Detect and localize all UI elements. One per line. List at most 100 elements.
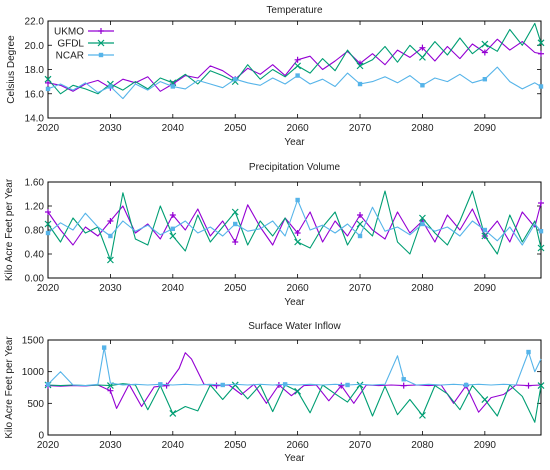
series-gfdl — [44, 22, 545, 95]
x-tick-label: 2090 — [474, 440, 497, 451]
data-point-ncar — [101, 345, 107, 350]
legend-marker — [98, 28, 104, 34]
x-tick-label: 2030 — [99, 123, 122, 134]
chart-title: Temperature — [266, 5, 323, 16]
data-point-ncar — [220, 382, 225, 388]
chart-panel-1: Temperature 14.0 16.0 18.0 20.0 22.0 2020 2030 2… — [6, 5, 545, 148]
chart-panel-2: Precipitation Volume 0.00 0.40 0.80 1.20 1.60… — [4, 162, 545, 308]
data-point-ncar — [538, 229, 544, 234]
x-tick-label: 2070 — [349, 123, 372, 134]
data-point-ncar — [345, 382, 350, 388]
data-point-ukmo — [294, 56, 301, 63]
x-tick-label: 2050 — [224, 440, 247, 451]
data-point-ukmo — [419, 44, 426, 51]
y-tick-label: 0.80 — [25, 226, 45, 237]
series-line-ncar — [47, 347, 542, 387]
data-point-ncar — [420, 83, 425, 88]
data-point-ukmo — [45, 79, 51, 86]
data-point-ncar — [463, 382, 469, 388]
data-point-gfdl — [231, 208, 239, 216]
data-point-gfdl — [106, 256, 114, 264]
y-tick-label: 18.0 — [25, 65, 45, 76]
data-point-gfdl — [231, 381, 239, 389]
series-ncar — [45, 197, 544, 246]
data-point-ncar — [420, 221, 425, 227]
data-point-gfdl — [419, 53, 426, 61]
x-tick-label: 2090 — [474, 123, 497, 134]
x-tick-label: 2040 — [162, 283, 185, 294]
data-point-gfdl — [169, 232, 177, 240]
x-tick-label: 2080 — [411, 283, 434, 294]
x-tick-label: 2050 — [224, 283, 247, 294]
data-point-ncar — [526, 349, 531, 355]
x-tick-label: 2090 — [474, 283, 497, 294]
y-axis-label: Kilo Acre Feet per Year — [4, 178, 15, 281]
data-point-ukmo — [357, 212, 364, 218]
data-point-gfdl — [44, 220, 52, 228]
data-point-ncar — [282, 382, 288, 387]
data-point-gfdl — [294, 238, 302, 246]
legend-label: NCAR — [56, 51, 84, 62]
x-tick-label: 2080 — [411, 123, 434, 134]
series-line-gfdl — [47, 190, 542, 261]
data-point-gfdl — [419, 214, 426, 222]
data-point-ukmo — [213, 382, 220, 389]
data-point-gfdl — [481, 40, 489, 48]
data-point-ncar — [158, 382, 163, 387]
y-tick-label: 0 — [38, 431, 44, 442]
x-tick-label: 2020 — [37, 440, 60, 451]
y-tick-label: 1000 — [22, 367, 45, 378]
series-ncar — [45, 345, 542, 388]
data-point-ncar — [357, 233, 363, 239]
x-tick-label: 2050 — [224, 123, 247, 134]
data-point-ncar — [482, 77, 488, 82]
data-point-ncar — [233, 221, 238, 227]
data-point-ncar — [295, 197, 300, 203]
y-axis-label: Celsius Degree — [6, 35, 17, 104]
data-point-ncar — [295, 73, 300, 78]
data-point-ukmo — [338, 382, 345, 389]
data-point-ukmo — [525, 382, 532, 389]
y-tick-label: 14.0 — [25, 114, 45, 125]
series-gfdl — [44, 190, 545, 264]
data-point-ncar — [482, 227, 488, 233]
x-axis-label: Year — [284, 297, 305, 308]
data-point-ncar — [401, 377, 406, 382]
chart-title: Surface Water Inflow — [248, 321, 341, 332]
x-tick-label: 2020 — [37, 123, 60, 134]
data-point-gfdl — [537, 382, 545, 390]
data-point-ukmo — [538, 50, 544, 57]
legend-marker — [98, 52, 104, 58]
data-point-gfdl — [356, 62, 364, 70]
series-line-ukmo — [47, 352, 542, 413]
data-point-gfdl — [294, 387, 302, 395]
data-point-gfdl — [481, 232, 489, 240]
data-point-ncar — [538, 84, 544, 89]
data-point-ncar — [357, 81, 363, 87]
data-point-ncar — [108, 233, 113, 239]
y-tick-label: 16.0 — [25, 89, 45, 100]
data-point-gfdl — [537, 244, 545, 252]
data-point-ncar — [45, 230, 51, 236]
x-tick-label: 2030 — [99, 283, 122, 294]
x-tick-label: 2070 — [349, 283, 372, 294]
y-tick-label: 1500 — [22, 336, 45, 347]
data-point-ncar — [170, 226, 176, 231]
series-line-ncar — [47, 66, 542, 100]
x-tick-label: 2070 — [349, 440, 372, 451]
data-point-gfdl — [44, 75, 52, 83]
data-point-ukmo — [107, 218, 114, 224]
series-ukmo — [45, 352, 542, 413]
data-point-ukmo — [232, 239, 239, 245]
x-tick-label: 2060 — [286, 440, 309, 451]
data-point-ukmo — [169, 212, 176, 218]
data-point-ukmo — [45, 209, 51, 215]
series-ukmo — [45, 38, 544, 92]
y-tick-label: 500 — [27, 399, 44, 410]
data-point-gfdl — [481, 396, 489, 403]
x-tick-label: 2040 — [162, 440, 185, 451]
chart-title: Precipitation Volume — [249, 162, 341, 173]
data-point-ncar — [170, 84, 176, 89]
